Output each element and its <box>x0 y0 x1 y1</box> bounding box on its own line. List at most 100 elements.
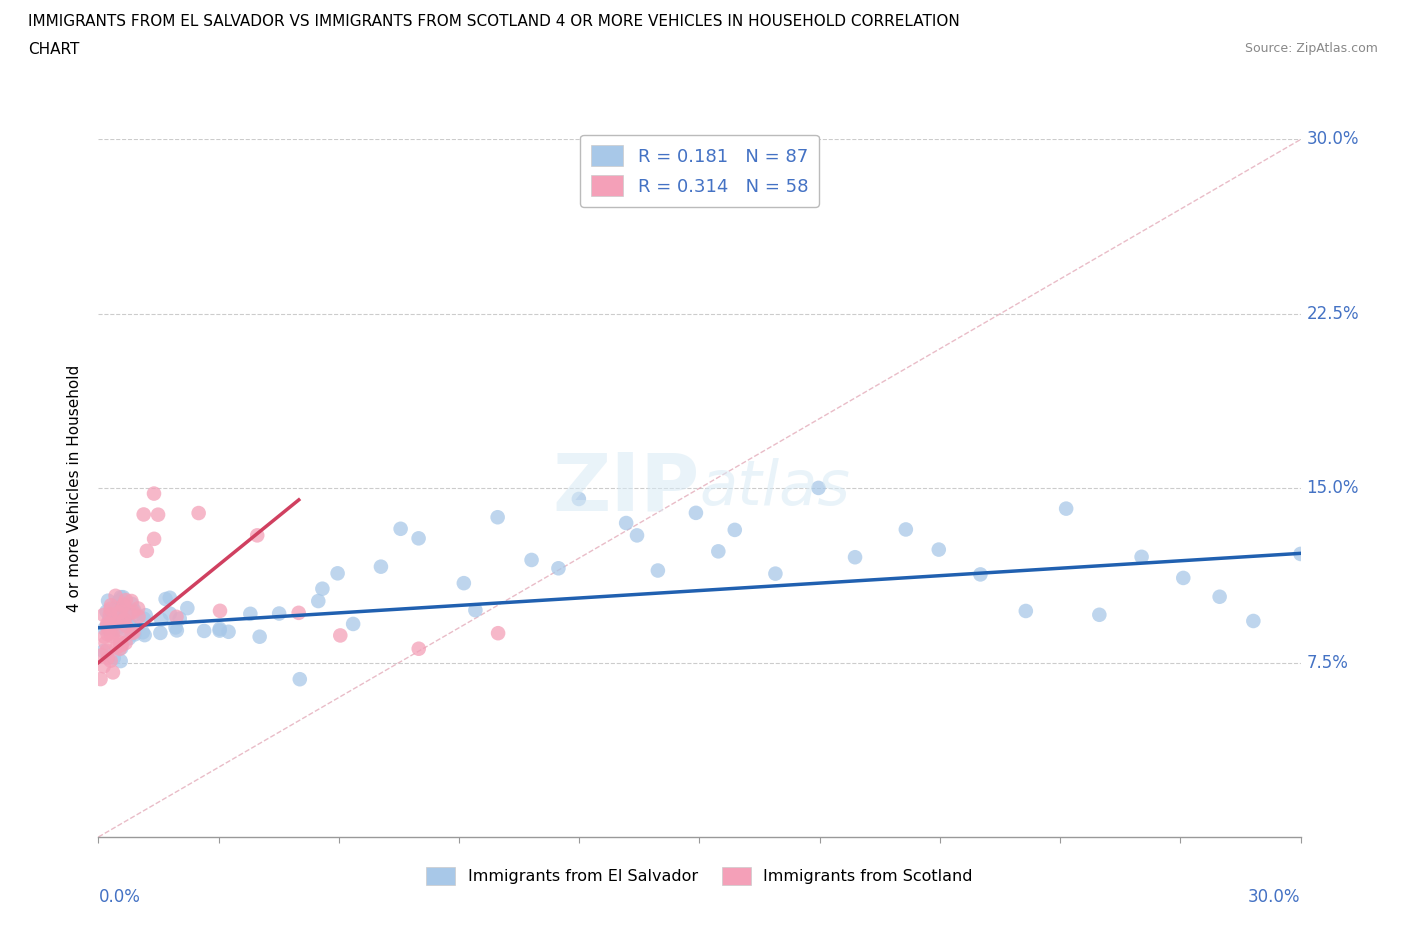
Point <box>112 599 135 614</box>
Point <box>100 653 122 668</box>
Point <box>486 510 509 525</box>
Point <box>969 567 991 582</box>
Point <box>108 593 131 608</box>
Point <box>108 638 131 653</box>
Point <box>121 625 143 640</box>
Point <box>122 625 145 640</box>
Point <box>98 617 121 631</box>
Point <box>127 601 149 616</box>
Point <box>105 640 128 655</box>
Point <box>112 590 135 604</box>
Point <box>97 622 120 637</box>
Point <box>101 627 124 642</box>
Point <box>149 626 172 641</box>
Point <box>724 523 747 538</box>
Point <box>166 623 188 638</box>
Point <box>132 507 155 522</box>
Point <box>287 605 309 620</box>
Point <box>159 591 181 605</box>
Point <box>329 628 352 643</box>
Point <box>112 597 135 612</box>
Point <box>98 611 121 626</box>
Point <box>96 644 118 658</box>
Point <box>94 635 117 650</box>
Point <box>112 613 135 628</box>
Point <box>165 620 187 635</box>
Text: 7.5%: 7.5% <box>1306 654 1348 671</box>
Point <box>155 591 177 606</box>
Point <box>844 550 866 565</box>
Point <box>110 641 132 656</box>
Text: 0.0%: 0.0% <box>98 888 141 906</box>
Point <box>96 620 118 635</box>
Point <box>97 627 120 642</box>
Point <box>166 609 188 624</box>
Point <box>100 616 122 631</box>
Point <box>97 651 120 666</box>
Point <box>115 606 138 621</box>
Point <box>218 624 240 639</box>
Point <box>146 507 169 522</box>
Point <box>486 626 509 641</box>
Point <box>96 618 118 633</box>
Point <box>685 505 707 520</box>
Point <box>115 618 138 633</box>
Point <box>187 506 209 521</box>
Point <box>122 603 145 618</box>
Point <box>105 609 128 624</box>
Point <box>93 644 115 658</box>
Point <box>1015 604 1038 618</box>
Point <box>249 630 271 644</box>
Point <box>1289 547 1312 562</box>
Point <box>269 606 291 621</box>
Point <box>614 515 637 530</box>
Point <box>103 615 125 630</box>
Point <box>707 544 730 559</box>
Point <box>93 607 115 622</box>
Point <box>176 601 198 616</box>
Point <box>97 593 120 608</box>
Point <box>193 623 215 638</box>
Point <box>114 592 136 607</box>
Point <box>239 606 262 621</box>
Point <box>110 604 132 619</box>
Y-axis label: 4 or more Vehicles in Household: 4 or more Vehicles in Household <box>67 365 83 612</box>
Point <box>1130 550 1153 565</box>
Point <box>93 658 115 673</box>
Point <box>1241 614 1264 629</box>
Point <box>124 627 146 642</box>
Point <box>134 628 156 643</box>
Point <box>107 627 129 642</box>
Point <box>111 637 134 652</box>
Point <box>107 605 129 620</box>
Point <box>101 613 124 628</box>
Point <box>100 609 122 624</box>
Point <box>103 602 125 617</box>
Point <box>765 566 787 581</box>
Point <box>246 528 269 543</box>
Point <box>101 609 124 624</box>
Point <box>568 492 591 507</box>
Point <box>98 606 121 621</box>
Point <box>894 522 917 537</box>
Point <box>208 621 231 636</box>
Point <box>143 531 166 546</box>
Point <box>110 654 132 669</box>
Point <box>120 593 142 608</box>
Point <box>90 671 112 686</box>
Text: ZIP: ZIP <box>553 449 699 527</box>
Point <box>100 602 122 617</box>
Point <box>132 611 155 626</box>
Point <box>100 598 122 613</box>
Point <box>1088 607 1111 622</box>
Point <box>135 608 157 623</box>
Point <box>647 563 669 578</box>
Point <box>626 528 648 543</box>
Point <box>121 618 143 633</box>
Point <box>1054 501 1077 516</box>
Point <box>132 625 155 640</box>
Point <box>928 542 950 557</box>
Point <box>1208 590 1230 604</box>
Point <box>96 604 118 618</box>
Point <box>408 642 430 657</box>
